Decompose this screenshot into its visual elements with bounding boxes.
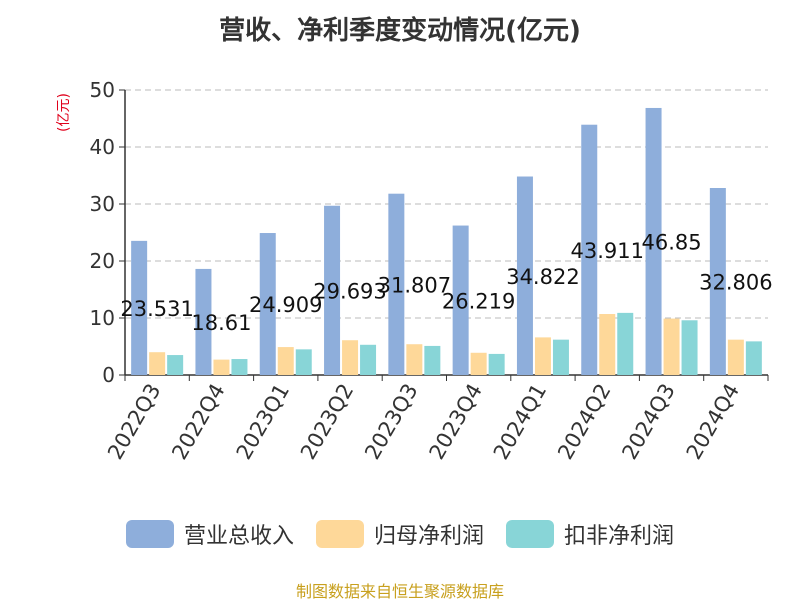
legend-item-revenue[interactable]: 营业总收入 xyxy=(125,518,294,550)
bar-parent-net-profit[interactable] xyxy=(277,347,294,375)
bar-parent-net-profit[interactable] xyxy=(406,344,423,375)
bar-revenue[interactable] xyxy=(259,233,276,375)
data-label-revenue: 43.911 xyxy=(571,239,644,263)
data-label-revenue: 23.531 xyxy=(120,297,193,321)
bar-deducted-net-profit[interactable] xyxy=(488,353,505,375)
legend-item-parent-net-profit[interactable]: 归母净利润 xyxy=(315,518,484,550)
data-label-revenue: 24.909 xyxy=(249,293,322,317)
x-tick-label: 2024Q1 xyxy=(489,380,551,464)
data-label-revenue: 34.822 xyxy=(506,265,579,289)
legend-label-parent-net-profit: 归母净利润 xyxy=(373,524,484,549)
chart-title: 营收、净利季度变动情况(亿元) xyxy=(219,16,581,46)
x-tick-label: 2022Q4 xyxy=(167,380,229,464)
y-tick-label: 50 xyxy=(90,78,115,102)
data-label-revenue: 31.807 xyxy=(378,273,451,297)
data-label-revenue: 26.219 xyxy=(442,289,515,313)
x-tick-label: 2024Q3 xyxy=(617,380,679,464)
bar-revenue[interactable] xyxy=(388,193,405,375)
bar-deducted-net-profit[interactable] xyxy=(681,320,698,375)
y-tick-label: 30 xyxy=(90,192,115,216)
x-tick-label: 2023Q1 xyxy=(232,380,294,464)
bar-parent-net-profit[interactable] xyxy=(727,339,744,375)
bar-parent-net-profit[interactable] xyxy=(534,337,551,375)
x-tick-label: 2022Q3 xyxy=(103,380,165,464)
bar-parent-net-profit[interactable] xyxy=(663,318,680,375)
data-source-note: 制图数据来自恒生聚源数据库 xyxy=(295,582,504,601)
bar-deducted-net-profit[interactable] xyxy=(617,312,634,375)
bar-parent-net-profit[interactable] xyxy=(213,359,230,375)
bar-parent-net-profit[interactable] xyxy=(470,352,487,375)
y-tick-label: 0 xyxy=(102,363,115,387)
bar-revenue[interactable] xyxy=(709,188,726,375)
bar-parent-net-profit[interactable] xyxy=(342,340,359,375)
legend-label-deducted-net-profit: 扣非净利润 xyxy=(564,524,675,549)
bar-revenue[interactable] xyxy=(195,268,212,375)
legend-item-deducted-net-profit[interactable]: 扣非净利润 xyxy=(506,518,674,550)
x-tick-label: 2024Q4 xyxy=(682,380,744,464)
bar-deducted-net-profit[interactable] xyxy=(745,341,762,375)
bar-revenue[interactable] xyxy=(581,124,598,375)
bar-deducted-net-profit[interactable] xyxy=(231,359,248,375)
bar-deducted-net-profit[interactable] xyxy=(167,355,184,375)
bar-deducted-net-profit[interactable] xyxy=(295,349,312,375)
x-tick-label: 2023Q2 xyxy=(296,380,358,464)
bar-revenue[interactable] xyxy=(645,107,662,375)
bar-revenue[interactable] xyxy=(452,225,469,375)
y-tick-label: 10 xyxy=(90,306,115,330)
bar-parent-net-profit[interactable] xyxy=(599,314,616,375)
bar-deducted-net-profit[interactable] xyxy=(360,344,377,375)
bar-parent-net-profit[interactable] xyxy=(149,352,166,375)
legend-swatch-revenue xyxy=(125,520,174,548)
data-label-revenue: 32.806 xyxy=(699,271,772,295)
bar-revenue[interactable] xyxy=(131,240,148,375)
data-label-revenue: 18.61 xyxy=(191,311,251,335)
legend-label-revenue: 营业总收入 xyxy=(183,524,294,549)
y-tick-label: 20 xyxy=(90,249,115,273)
x-tick-label: 2023Q4 xyxy=(425,380,487,464)
bar-deducted-net-profit[interactable] xyxy=(424,345,441,375)
y-tick-label: 40 xyxy=(90,135,115,159)
bar-revenue[interactable] xyxy=(516,176,533,375)
bar-deducted-net-profit[interactable] xyxy=(552,339,569,375)
bar-revenue[interactable] xyxy=(324,205,341,375)
data-label-revenue: 29.693 xyxy=(313,279,386,303)
x-tick-label: 2023Q3 xyxy=(360,380,422,464)
legend-swatch-deducted-net-profit xyxy=(506,520,554,548)
chart-legend: 营业总收入 归母净利润 扣非净利润 xyxy=(0,518,800,550)
data-label-revenue: 46.85 xyxy=(641,230,701,254)
x-tick-label: 2024Q2 xyxy=(553,380,615,464)
legend-swatch-parent-net-profit xyxy=(315,520,364,548)
